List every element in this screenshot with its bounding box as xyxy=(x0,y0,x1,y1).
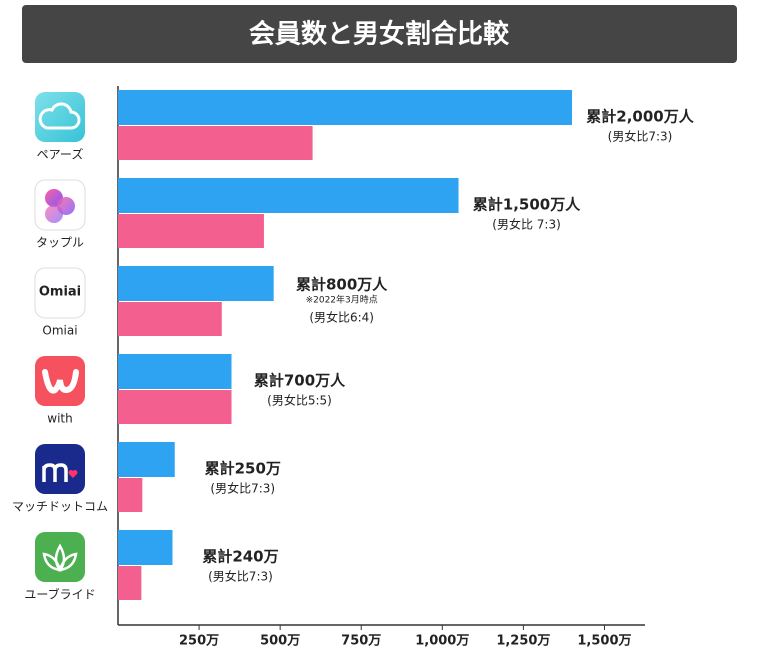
bar-male xyxy=(118,178,459,213)
x-tick-label: 500万 xyxy=(260,634,300,649)
x-tick-label: 1,000万 xyxy=(415,634,469,649)
bar-female xyxy=(118,214,264,248)
category-label: Omiai xyxy=(42,324,77,338)
bar-male xyxy=(118,354,232,389)
icon-glyph xyxy=(42,463,68,482)
icon-glyph xyxy=(38,102,81,130)
note-label: ※2022年3月時点 xyxy=(306,294,378,306)
bar-male xyxy=(118,530,173,565)
icon-logo-text: Omiai xyxy=(39,285,81,300)
ratio-label: (男女比7:3) xyxy=(210,481,275,496)
icon-glyph xyxy=(45,205,63,223)
bar-male xyxy=(118,266,274,301)
chart-title: 会員数と男女割合比較 xyxy=(249,19,510,50)
bar-male xyxy=(118,442,175,477)
bar-female xyxy=(118,126,313,160)
ratio-label: (男女比7:3) xyxy=(208,569,273,584)
title-bar xyxy=(22,5,737,63)
x-tick-label: 1,500万 xyxy=(577,634,631,649)
x-tick-label: 750万 xyxy=(341,634,381,649)
ratio-label: (男女比6:4) xyxy=(309,310,374,325)
total-label: 累計1,500万人 xyxy=(473,196,581,214)
x-tick-label: 1,250万 xyxy=(496,634,550,649)
icon-glyph xyxy=(42,369,79,394)
icon-match xyxy=(35,444,85,494)
bar-male xyxy=(118,90,573,125)
icon-glyph xyxy=(68,470,78,478)
category-label: ユーブライド xyxy=(24,587,95,602)
icon-glyph xyxy=(42,543,78,573)
icon-omiai xyxy=(34,267,86,319)
bar-female xyxy=(118,566,142,600)
total-label: 累計250万 xyxy=(205,460,281,478)
total-label: 累計700万人 xyxy=(254,372,346,390)
bar-female xyxy=(118,478,143,512)
category-label: with xyxy=(47,412,72,426)
category-label: タップル xyxy=(36,236,84,250)
category-label: ペアーズ xyxy=(37,147,84,162)
ratio-label: (男女比7:3) xyxy=(608,129,673,144)
total-label: 累計800万人 xyxy=(296,276,388,294)
app-icons xyxy=(34,92,86,582)
total-label: 累計2,000万人 xyxy=(586,108,694,126)
bar-female xyxy=(118,390,232,424)
total-label: 累計240万 xyxy=(202,548,278,566)
ratio-label: (男女比 7:3) xyxy=(492,217,561,232)
x-tick-label: 250万 xyxy=(179,634,219,649)
ratio-label: (男女比5:5) xyxy=(267,393,332,408)
bar-female xyxy=(118,302,222,336)
category-label: マッチドットコム xyxy=(12,500,108,514)
icon-youbride xyxy=(35,532,85,582)
